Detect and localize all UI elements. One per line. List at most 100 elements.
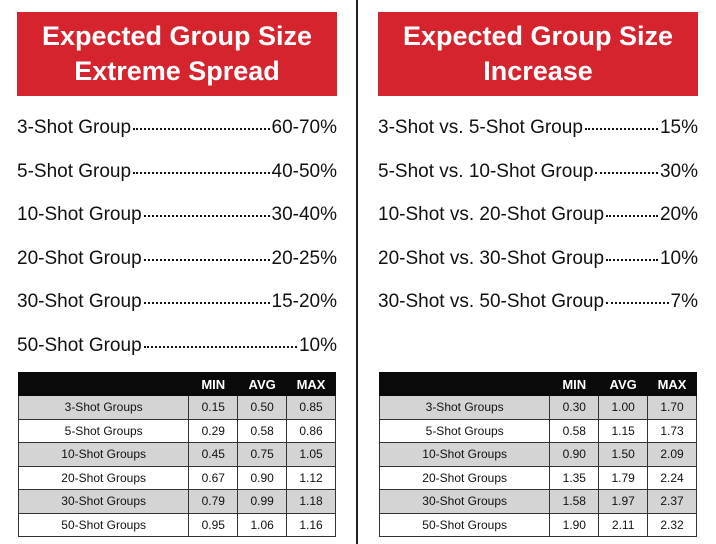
entry-label: 30-Shot Group — [17, 291, 142, 313]
entry-value: 30% — [659, 160, 698, 182]
cell-min: 0.90 — [549, 442, 600, 467]
increase-table: MIN AVG MAX 3-Shot Groups 0.30 1.00 1.70… — [378, 372, 697, 537]
row-label: 10-Shot Groups — [378, 442, 551, 467]
entry-value: 10% — [659, 247, 698, 269]
cell-min: 0.45 — [188, 442, 239, 467]
row-label: 20-Shot Groups — [17, 465, 190, 490]
leader-dots — [143, 215, 270, 218]
column-header — [17, 372, 190, 396]
cell-avg: 1.06 — [237, 512, 288, 537]
entry-value: 20% — [659, 204, 698, 226]
table-header-row: MIN AVG MAX — [378, 372, 697, 396]
entry-label: 5-Shot vs. 10-Shot Group — [378, 160, 594, 182]
cell-min: 0.30 — [549, 395, 600, 420]
cell-max: 0.86 — [286, 418, 336, 443]
leader-dots — [606, 258, 658, 261]
list-item: 50-Shot Group 10% — [17, 325, 337, 369]
banner-title-line1: Expected Group Size — [402, 21, 674, 51]
table-row: 10-Shot Groups 0.90 1.50 2.09 — [378, 442, 697, 467]
row-label: 50-Shot Groups — [378, 512, 551, 537]
cell-max: 1.12 — [286, 465, 336, 490]
leader-dots — [133, 171, 270, 174]
entry-value: 7% — [670, 291, 698, 313]
cell-max: 2.32 — [647, 512, 697, 537]
entry-value: 20-25% — [271, 247, 338, 269]
extreme-spread-table: MIN AVG MAX 3-Shot Groups 0.15 0.50 0.85… — [17, 372, 336, 537]
column-divider — [356, 0, 358, 544]
row-label: 20-Shot Groups — [378, 465, 551, 490]
entry-label: 20-Shot Group — [17, 247, 142, 269]
list-item: 20-Shot vs. 30-Shot Group 10% — [378, 238, 698, 282]
entry-label: 20-Shot vs. 30-Shot Group — [378, 247, 605, 269]
extreme-spread-list: 3-Shot Group 60-70% 5-Shot Group 40-50% 10… — [17, 107, 337, 369]
cell-min: 0.67 — [188, 465, 239, 490]
banner-title-line2: Extreme Spread — [74, 56, 280, 86]
cell-avg: 2.11 — [598, 512, 649, 537]
table-row: 5-Shot Groups 0.29 0.58 0.86 — [17, 418, 336, 443]
cell-avg: 1.50 — [598, 442, 649, 467]
entry-label: 50-Shot Group — [17, 334, 142, 356]
cell-max: 2.24 — [647, 465, 697, 490]
list-item: 3-Shot vs. 5-Shot Group 15% — [378, 107, 698, 151]
table-row: 3-Shot Groups 0.30 1.00 1.70 — [378, 395, 697, 420]
leader-dots — [606, 215, 658, 218]
column-header-max: MAX — [286, 372, 336, 396]
entry-value: 15-20% — [271, 291, 338, 313]
row-label: 30-Shot Groups — [378, 489, 551, 514]
entry-label: 10-Shot vs. 20-Shot Group — [378, 204, 605, 226]
row-label: 30-Shot Groups — [17, 489, 190, 514]
entry-value: 60-70% — [271, 117, 338, 138]
column-header-avg: AVG — [237, 372, 288, 396]
cell-avg: 1.97 — [598, 489, 649, 514]
cell-max: 2.09 — [647, 442, 697, 467]
cell-avg: 1.15 — [598, 418, 649, 443]
table-row: 20-Shot Groups 1.35 1.79 2.24 — [378, 465, 697, 490]
list-item: 30-Shot Group 15-20% — [17, 281, 337, 325]
table-row: 20-Shot Groups 0.67 0.90 1.12 — [17, 465, 336, 490]
cell-max: 0.85 — [286, 395, 336, 420]
table-header-row: MIN AVG MAX — [17, 372, 336, 396]
cell-max: 1.70 — [647, 395, 697, 420]
table-row: 50-Shot Groups 1.90 2.11 2.32 — [378, 512, 697, 537]
cell-min: 0.95 — [188, 512, 239, 537]
table-row: 50-Shot Groups 0.95 1.06 1.16 — [17, 512, 336, 537]
entry-value: 30-40% — [271, 204, 338, 226]
row-label: 5-Shot Groups — [17, 418, 190, 443]
cell-max: 1.16 — [286, 512, 336, 537]
entry-label: 3-Shot Group — [17, 117, 132, 138]
row-label: 10-Shot Groups — [17, 442, 190, 467]
row-label: 50-Shot Groups — [17, 512, 190, 537]
extreme-spread-panel: Expected Group Size Extreme Spread 3-Sho… — [17, 0, 337, 537]
cell-min: 1.58 — [549, 489, 600, 514]
list-item: 3-Shot Group 60-70% — [17, 107, 337, 151]
entry-value: 40-50% — [271, 160, 338, 182]
entry-label: 30-Shot vs. 50-Shot Group — [378, 291, 605, 313]
leader-dots — [584, 128, 658, 130]
list-item: 10-Shot vs. 20-Shot Group 20% — [378, 194, 698, 238]
list-item: 20-Shot Group 20-25% — [17, 238, 337, 282]
cell-max: 1.18 — [286, 489, 336, 514]
cell-max: 1.05 — [286, 442, 336, 467]
column-header-min: MIN — [188, 372, 239, 396]
cell-avg: 0.58 — [237, 418, 288, 443]
entry-value: 10% — [298, 334, 337, 356]
cell-max: 1.73 — [647, 418, 697, 443]
column-header — [378, 372, 551, 396]
leader-dots — [143, 345, 297, 348]
list-item: 5-Shot Group 40-50% — [17, 151, 337, 195]
list-item: 10-Shot Group 30-40% — [17, 194, 337, 238]
row-label: 5-Shot Groups — [378, 418, 551, 443]
cell-min: 0.15 — [188, 395, 239, 420]
cell-avg: 1.79 — [598, 465, 649, 490]
list-item: 30-Shot vs. 50-Shot Group 7% — [378, 281, 698, 325]
leader-dots — [606, 302, 669, 305]
increase-panel: Expected Group Size Increase 3-Shot vs. … — [378, 0, 698, 537]
cell-avg: 1.00 — [598, 395, 649, 420]
banner-title-line2: Increase — [483, 56, 593, 86]
cell-min: 0.58 — [549, 418, 600, 443]
leader-dots — [133, 128, 270, 130]
cell-min: 1.35 — [549, 465, 600, 490]
cell-avg: 0.90 — [237, 465, 288, 490]
cell-max: 2.37 — [647, 489, 697, 514]
entry-label: 3-Shot vs. 5-Shot Group — [378, 117, 583, 138]
